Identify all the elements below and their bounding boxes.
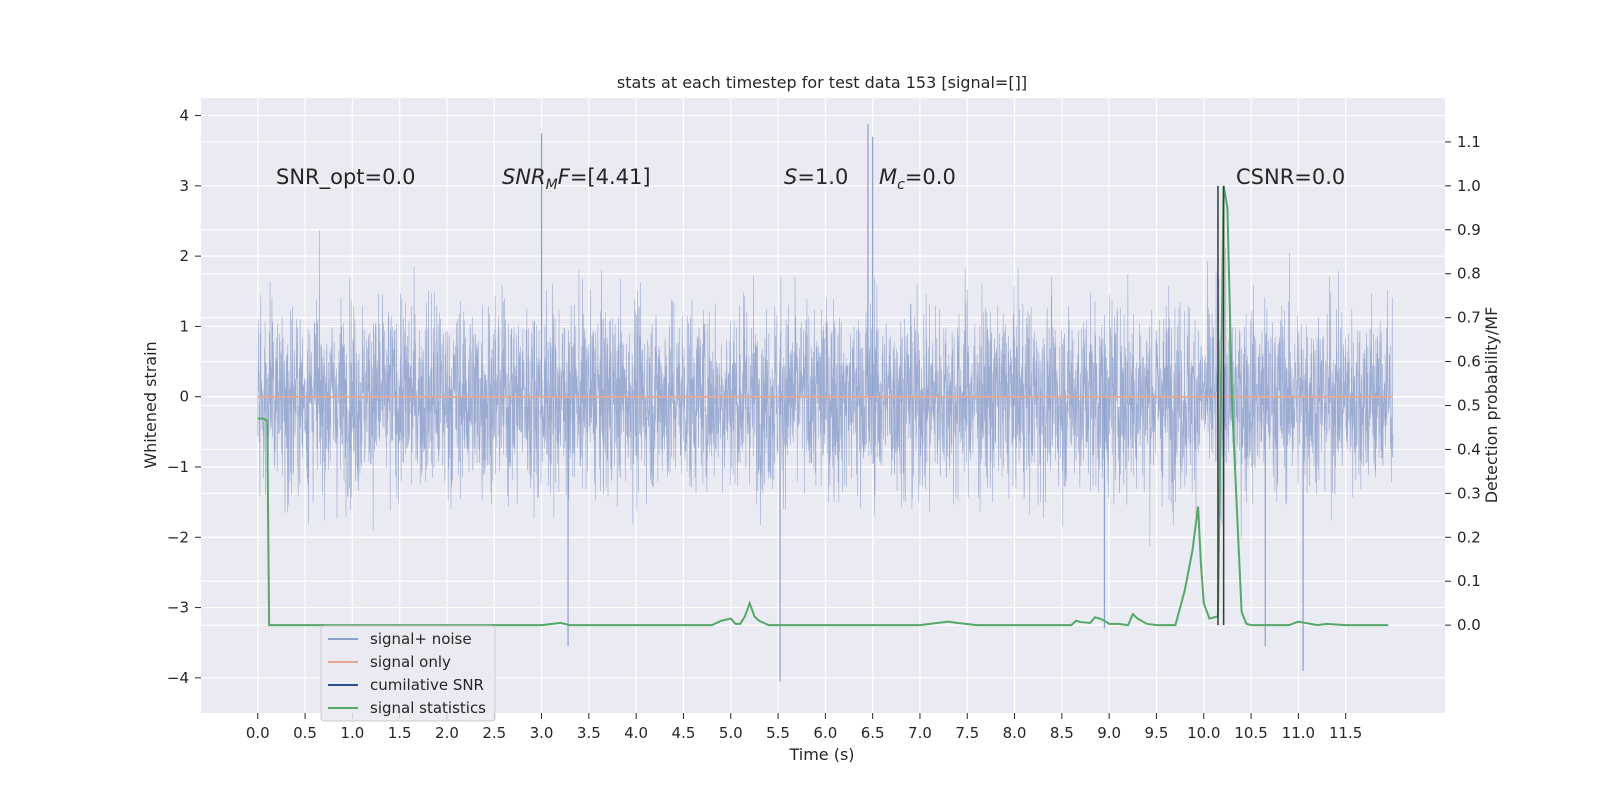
y-right-tick-label: 0.1 xyxy=(1457,572,1481,590)
y-left-tick-label: 0 xyxy=(179,388,189,406)
y-right-tick-label: 0.4 xyxy=(1457,440,1481,458)
y-right-tick-label: 0.6 xyxy=(1457,353,1481,371)
y-left-tick-label: 2 xyxy=(179,247,189,265)
series-signal-noise xyxy=(257,124,1394,682)
y-right-tick-label: 0.5 xyxy=(1457,397,1481,415)
x-tick-label: 2.0 xyxy=(435,724,459,742)
annotation-mc-var: M xyxy=(879,165,897,189)
y-axis-label-left: Whitened strain xyxy=(141,341,160,468)
x-tick-label: 3.5 xyxy=(577,724,601,742)
y-left-tick-label: −2 xyxy=(167,528,189,546)
x-tick-label: 4.0 xyxy=(624,724,648,742)
annotation-snr-mf-rest: F xyxy=(558,165,571,189)
y-left-tick-label: −4 xyxy=(167,669,189,687)
legend-label-cumilative-snr: cumilative SNR xyxy=(370,676,484,694)
y-right-tick-label: 0.2 xyxy=(1457,528,1481,546)
annotation-mc: Mc=0.0 xyxy=(879,165,956,193)
y-axis-label-right: Detection probability/MF xyxy=(1482,307,1501,504)
legend-label-signal-only: signal only xyxy=(370,653,451,671)
annotation-s: S=1.0 xyxy=(784,165,848,189)
x-tick-label: 5.0 xyxy=(719,724,743,742)
x-tick-label: 10.5 xyxy=(1234,724,1267,742)
axis-ticks: 0.0 0.5 1.0 1.5 2.0 2.5 3.0 3.5 4.0 4.5 5.0 5.5 6.0 6… xyxy=(167,107,1481,742)
annotation-s-value: =1.0 xyxy=(797,165,848,189)
x-tick-label: 7.0 xyxy=(908,724,932,742)
vertical-markers xyxy=(1217,185,1225,626)
x-tick-label: 5.5 xyxy=(766,724,790,742)
y-left-tick-label: 4 xyxy=(179,107,189,125)
annotation-snr-mf-value: =[4.41] xyxy=(570,165,651,189)
annotation-snr-mf-sub: M xyxy=(546,177,558,193)
x-tick-label: 3.0 xyxy=(530,724,554,742)
annotation-s-var: S xyxy=(784,165,797,189)
legend-label-signal-noise: signal+ noise xyxy=(370,630,472,648)
annotations: SNR_opt=0.0 SNRMF=[4.41] S=1.0 Mc=0.0 CS… xyxy=(276,165,1345,193)
legend: signal+ noise signal only cumilative SNR… xyxy=(320,625,496,722)
y-right-tick-label: 1.0 xyxy=(1457,177,1481,195)
x-tick-label: 2.5 xyxy=(482,724,506,742)
y-left-tick-label: −3 xyxy=(167,599,189,617)
x-axis-label: Time (s) xyxy=(788,745,854,764)
x-tick-label: 4.5 xyxy=(672,724,696,742)
y-right-tick-label: 1.1 xyxy=(1457,133,1481,151)
y-right-tick-label: 0.7 xyxy=(1457,309,1481,327)
y-left-tick-label: −1 xyxy=(167,458,189,476)
x-tick-label: 6.0 xyxy=(813,724,837,742)
x-tick-label: 0.5 xyxy=(293,724,317,742)
x-tick-label: 6.5 xyxy=(861,724,885,742)
annotation-snr-mf-main: SNR xyxy=(502,165,546,189)
x-tick-label: 7.5 xyxy=(955,724,979,742)
y-left-tick-label: 3 xyxy=(179,177,189,195)
annotation-mc-value: =0.0 xyxy=(905,165,956,189)
x-tick-label: 8.5 xyxy=(1050,724,1074,742)
annotation-mc-sub: c xyxy=(897,177,905,193)
y-right-tick-label: 0.3 xyxy=(1457,484,1481,502)
signal-statistics-line xyxy=(257,185,1389,627)
y-right-tick-label: 0.9 xyxy=(1457,221,1481,239)
x-tick-label: 9.5 xyxy=(1145,724,1169,742)
x-tick-label: 9.0 xyxy=(1097,724,1121,742)
x-tick-label: 11.0 xyxy=(1282,724,1315,742)
x-tick-label: 1.0 xyxy=(340,724,364,742)
y-left-tick-label: 1 xyxy=(179,317,189,335)
x-tick-label: 1.5 xyxy=(388,724,412,742)
noise-trace xyxy=(257,230,1394,547)
y-right-tick-label: 0.0 xyxy=(1457,616,1481,634)
x-tick-label: 0.0 xyxy=(246,724,270,742)
annotation-snr-mf: SNRMF=[4.41] xyxy=(502,165,651,193)
series-signal-statistics xyxy=(257,185,1389,627)
legend-box xyxy=(320,625,496,722)
x-tick-label: 10.0 xyxy=(1187,724,1220,742)
chart-title: stats at each timestep for test data 153… xyxy=(617,73,1027,92)
x-tick-label: 8.0 xyxy=(1003,724,1027,742)
annotation-csnr: CSNR=0.0 xyxy=(1236,165,1345,189)
annotation-snr-opt: SNR_opt=0.0 xyxy=(276,165,416,190)
x-tick-label: 11.5 xyxy=(1329,724,1362,742)
legend-label-signal-statistics: signal statistics xyxy=(370,699,486,717)
y-right-tick-label: 0.8 xyxy=(1457,265,1481,283)
